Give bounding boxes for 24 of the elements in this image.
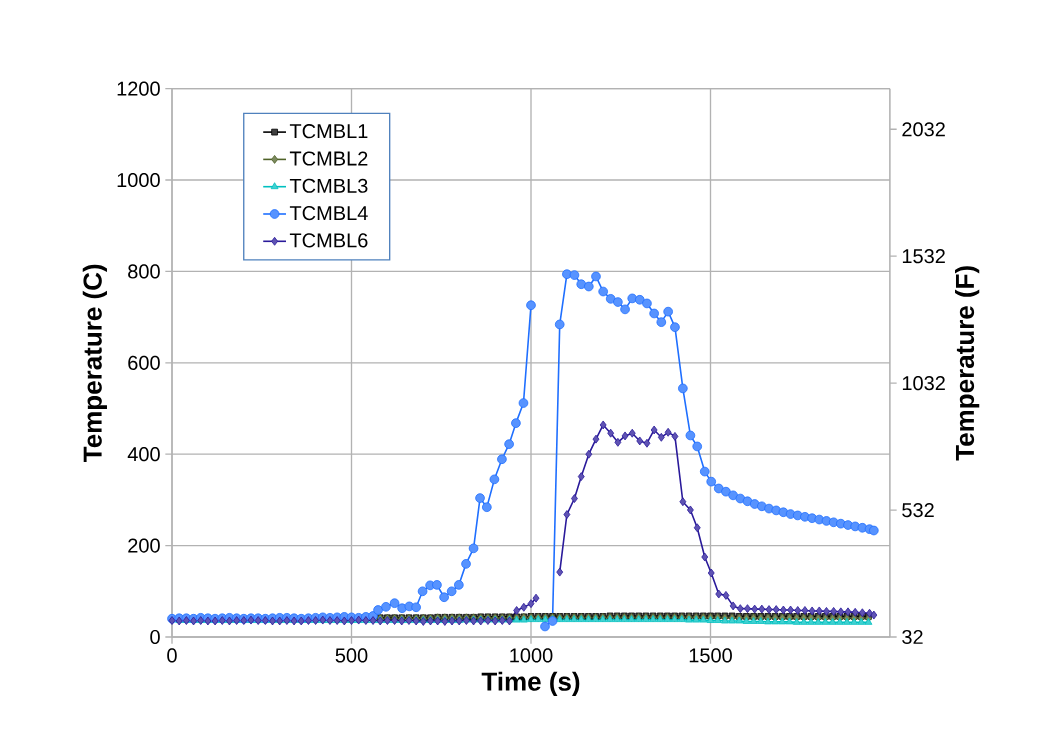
y2-tick-label: 32 xyxy=(902,629,923,645)
y2-axis-title: Temperature (F) xyxy=(955,266,980,461)
legend-label: TCMBL4 xyxy=(289,206,368,221)
x-tick-label: 1500 xyxy=(689,648,732,663)
y-tick-label: 800 xyxy=(128,264,160,279)
y-tick-label: 0 xyxy=(150,629,160,645)
x-axis-title: Time (s) xyxy=(481,671,580,696)
legend-label: TCMBL6 xyxy=(289,233,368,248)
legend-label: TCMBL1 xyxy=(289,124,368,139)
x-tick-label: 0 xyxy=(167,648,177,663)
y-tick-label: 400 xyxy=(127,447,160,462)
y2-tick-label: 532 xyxy=(902,502,934,518)
y2-tick-label: 2032 xyxy=(902,122,945,137)
y-axis-title: Temperature (C) xyxy=(82,264,107,462)
y2-tick-label: 1032 xyxy=(902,376,945,391)
legend-label: TCMBL3 xyxy=(289,178,368,193)
x-tick-label: 500 xyxy=(335,648,368,663)
y-tick-label: 600 xyxy=(128,355,160,370)
x-tick-label: 1000 xyxy=(510,648,553,663)
y2-tick-label: 1532 xyxy=(902,249,945,264)
legend-label: TCMBL2 xyxy=(289,151,368,166)
y-tick-label: 1200 xyxy=(117,81,160,96)
y-tick-label: 1000 xyxy=(117,172,160,188)
y-tick-label: 200 xyxy=(128,538,160,553)
